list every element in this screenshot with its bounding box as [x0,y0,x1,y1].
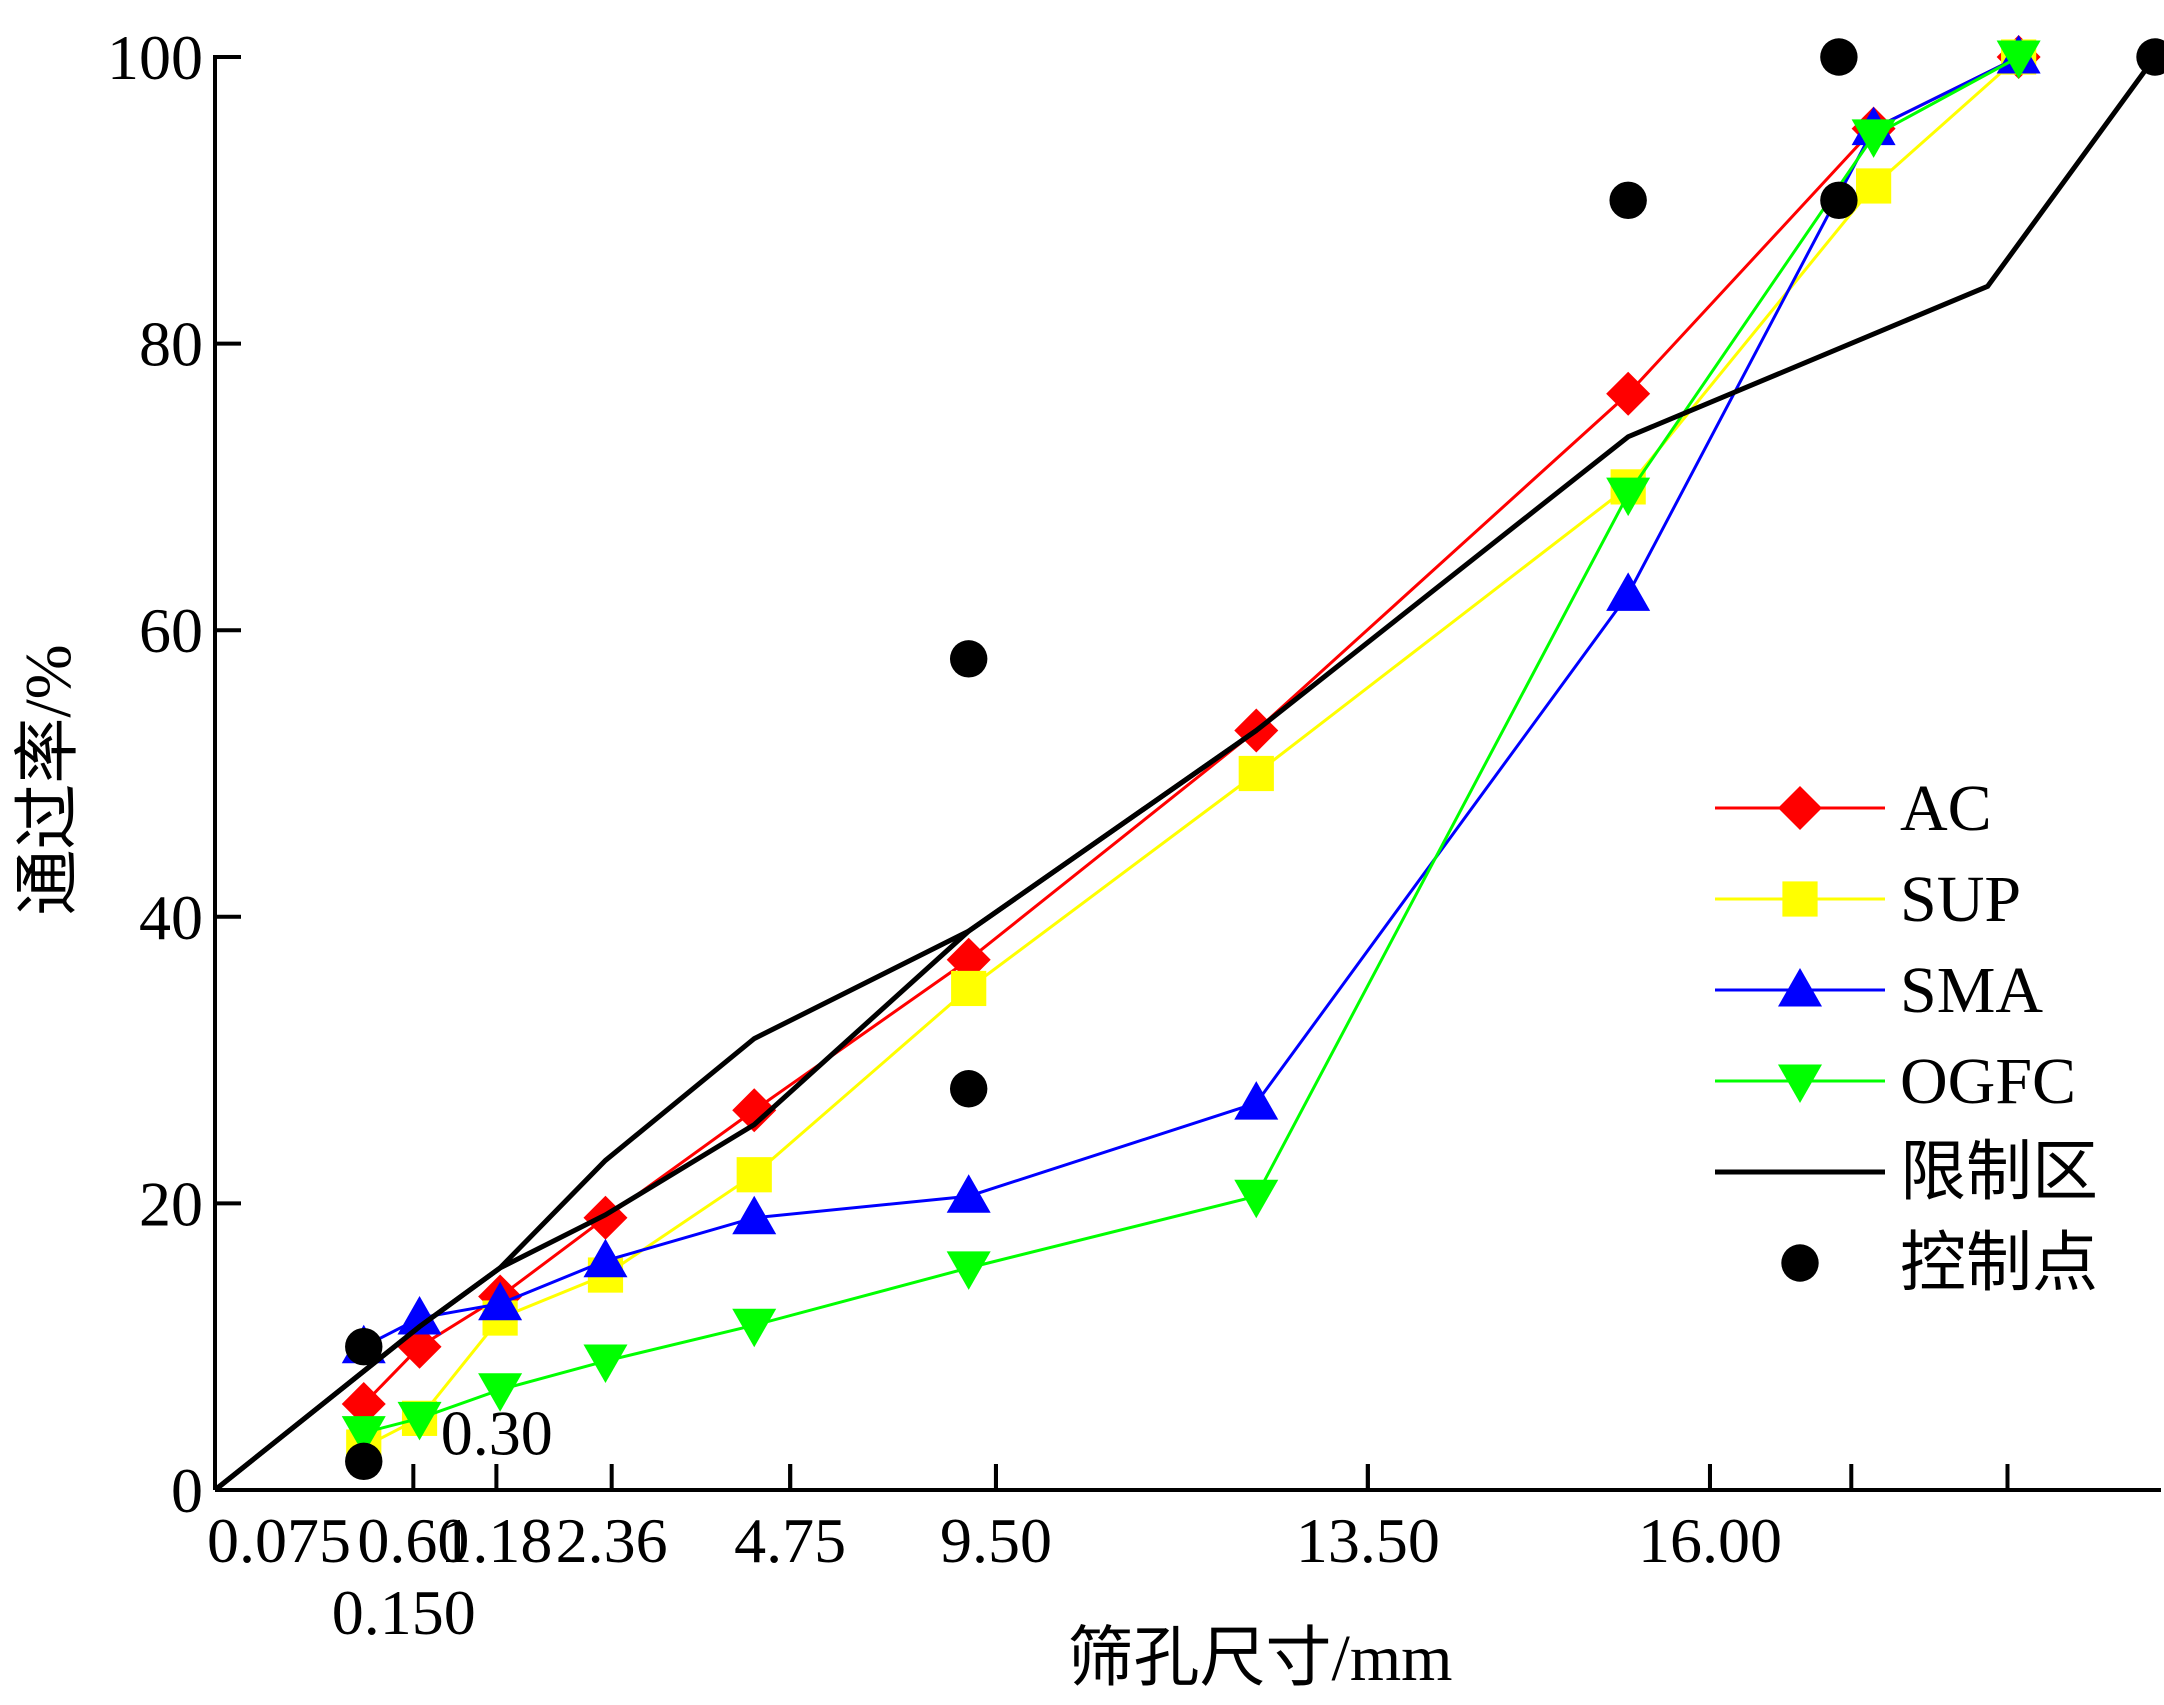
series-0-line [362,55,2020,1406]
x-tick-label: 4.75 [734,1505,846,1576]
series-3 [341,40,2041,1455]
legend-swatch-marker [1781,1244,1819,1282]
series-6-point [1820,38,1858,76]
legend-swatch-marker [1782,881,1818,917]
legend-label: OGFC [1900,1045,2076,1118]
series-2-point [1606,572,1651,611]
series-6-point [949,640,988,678]
y-tick-label: 40 [139,882,203,953]
series-layer [213,35,2164,1492]
series-3-point [583,1344,628,1384]
x-tick-label: 16.00 [1638,1505,1782,1576]
y-tick-label: 0 [171,1455,203,1526]
series-3-point [397,1401,442,1441]
legend-item: 限制区 [1715,1136,2098,1209]
series-2-point [946,1174,991,1213]
series-3-point [1606,477,1651,517]
series-6-point [2136,38,2164,76]
series-1-point [951,970,987,1007]
series-1-point [1238,755,1274,792]
axes: 0 20 40 60 80 100 0.075 0.601.18 2.36 4.75 9.50 13.… [107,22,2161,1648]
x-annotation-label: 0.150 [332,1577,476,1648]
series-3-point [1851,119,1896,158]
legend-label: SUP [1900,863,2021,936]
series-1-point [736,1157,772,1193]
legend-swatch-marker [1778,1064,1822,1103]
series-3-point [946,1251,991,1290]
series-0-point [341,1382,386,1427]
series-5 [213,728,1258,1492]
series-2-line [363,55,2020,1349]
series-3-point [732,1308,777,1348]
legend-item: SUP [1715,863,2021,936]
legend-swatch-marker [1778,968,1822,1007]
series-6-point [1609,181,1647,219]
series-3-point [341,1416,386,1455]
x-annotation-label: 0.30 [441,1398,553,1469]
y-tick-label: 20 [139,1168,203,1239]
series-3-point [1996,40,2041,79]
series-2-point [583,1238,628,1278]
series-1-point [1856,168,1892,204]
legend-label: SMA [1900,954,2043,1027]
series-3-point [1234,1179,1279,1219]
x-tick-label: 13.50 [1296,1505,1440,1576]
series-0-point [946,937,991,982]
series-6 [345,38,2164,1481]
legend-label: 限制区 [1900,1136,2098,1209]
legend-item: AC [1715,772,1992,845]
x-tick-label: 9.50 [940,1505,1052,1576]
series-1-line [363,55,2020,1449]
series-3-point [478,1373,523,1412]
x-tick-label: 1.18 [440,1505,552,1576]
series-4-line [213,55,2158,1492]
series-6-point [345,1328,383,1366]
legend-swatch-marker [1778,786,1822,830]
series-0-point [732,1088,777,1133]
x-tick-label: 2.36 [556,1505,668,1576]
series-0-point [1606,371,1651,416]
series-2-point [1234,1081,1279,1120]
x-tick-label: 0.075 [207,1505,351,1576]
series-2-point [478,1281,523,1321]
series-5-line [213,728,1258,1492]
x-axis-title: 筛孔尺寸/mm [1067,1622,1452,1695]
x-tick-label: 0.60 [357,1505,469,1576]
series-3-line [363,55,2020,1435]
y-tick-label: 80 [139,309,203,380]
legend-item: 控制点 [1781,1227,2098,1300]
series-6-point [1820,181,1858,219]
series-2 [341,35,2041,1364]
y-tick-label: 60 [139,595,203,666]
y-axis-title: 通过率/% [12,644,85,915]
series-4 [213,55,2158,1492]
y-tick-label: 100 [107,22,203,93]
series-0-point [583,1195,628,1240]
legend-item: SMA [1715,954,2043,1027]
series-2-point [397,1296,442,1335]
legend-label: AC [1900,772,1992,845]
series-6-point [345,1442,383,1481]
legend-item: OGFC [1715,1045,2076,1118]
legend-label: 控制点 [1900,1227,2098,1300]
series-6-point [949,1070,988,1108]
series-2-point [732,1195,777,1235]
